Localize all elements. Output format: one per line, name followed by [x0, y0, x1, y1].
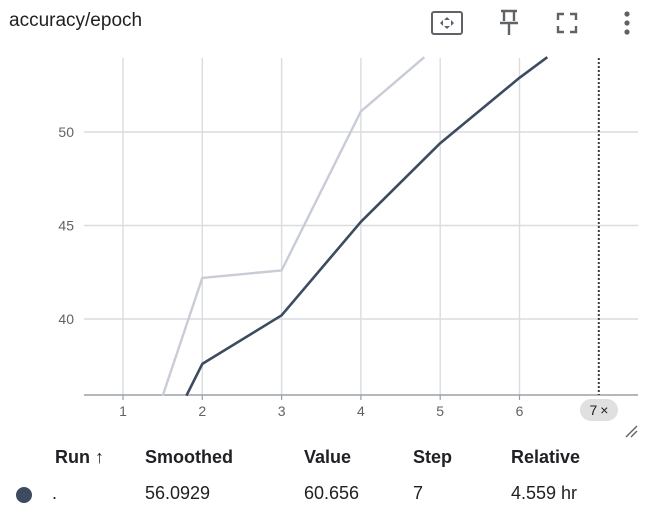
column-header-value[interactable]: Value: [304, 447, 352, 467]
raw-value: 60.656: [304, 483, 360, 503]
series-line-raw: [161, 56, 426, 397]
run-name: .: [52, 483, 58, 503]
fullscreen-icon[interactable]: [550, 6, 584, 40]
cursor-step-label: 7: [589, 402, 598, 418]
cursor-step-chip[interactable]: 7 ×: [580, 399, 618, 421]
x-tick-label: 2: [198, 403, 206, 419]
step-value: 7: [413, 483, 424, 503]
resize-handle-icon[interactable]: [624, 424, 638, 438]
x-tick-label: 5: [436, 403, 444, 419]
fit-domain-icon[interactable]: [430, 6, 464, 40]
x-tick-label: 6: [516, 403, 524, 419]
y-tick-label: 45: [58, 218, 74, 234]
x-tick-label: 4: [357, 403, 365, 419]
chart-title: accuracy/epoch: [9, 10, 143, 31]
column-header-smoothed[interactable]: Smoothed: [145, 447, 233, 467]
series-line-smoothed: [185, 56, 549, 397]
column-header-step[interactable]: Step: [413, 447, 453, 467]
column-header-relative[interactable]: Relative: [511, 447, 581, 467]
smoothed-value: 56.0929: [145, 483, 211, 503]
x-tick-label: 3: [278, 403, 286, 419]
y-tick-label: 40: [58, 311, 74, 327]
more-vert-icon[interactable]: [610, 6, 644, 40]
column-header-run[interactable]: Run ↑: [55, 447, 104, 467]
run-color-dot: [16, 487, 32, 503]
y-tick-label: 50: [58, 124, 74, 140]
pin-icon[interactable]: [492, 6, 526, 40]
relative-value: 4.559 hr: [511, 483, 578, 503]
x-tick-label: 1: [119, 403, 127, 419]
close-icon[interactable]: ×: [600, 402, 609, 418]
